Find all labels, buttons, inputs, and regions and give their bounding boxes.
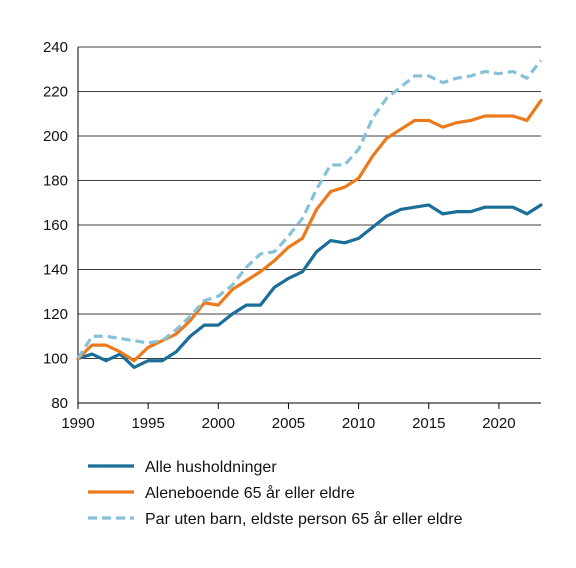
legend-label-2: Aleneboende 65 år eller eldre [145, 484, 355, 502]
tick-labels: 80 100 120 140 160 180 200 220 240 1990 1995 2000 20… [43, 39, 516, 432]
x-tick-label-1990: 1990 [61, 415, 94, 432]
x-tick-label-1995: 1995 [131, 415, 164, 432]
y-tick-label-200: 200 [43, 128, 68, 145]
series-lines [76, 59, 543, 369]
y-tick-label-120: 120 [43, 306, 68, 323]
y-tick-label-160: 160 [43, 217, 68, 234]
y-tick-label-100: 100 [43, 351, 68, 368]
x-tick-label-2000: 2000 [202, 415, 235, 432]
x-tick-label-2010: 2010 [342, 415, 375, 432]
y-tick-label-80: 80 [51, 395, 68, 412]
legend-label-3: Par uten barn, eldste person 65 år eller… [145, 510, 463, 528]
series-line-3 [76, 59, 543, 360]
x-tick-label-2015: 2015 [412, 415, 445, 432]
x-tick-label-2005: 2005 [272, 415, 305, 432]
y-tick-label-220: 220 [43, 84, 68, 101]
x-tick-label-2020: 2020 [482, 415, 515, 432]
series-line-1 [76, 203, 543, 369]
y-tick-label-140: 140 [43, 262, 68, 279]
y-tick-label-240: 240 [43, 39, 68, 56]
axes [77, 47, 541, 409]
legend-label-1: Alle husholdninger [145, 459, 277, 476]
series-line-2 [76, 98, 543, 363]
legend: Alle husholdninger Aleneboende 65 år elle… [88, 459, 463, 528]
gridlines [78, 46, 541, 359]
y-tick-label-180: 180 [43, 173, 68, 190]
